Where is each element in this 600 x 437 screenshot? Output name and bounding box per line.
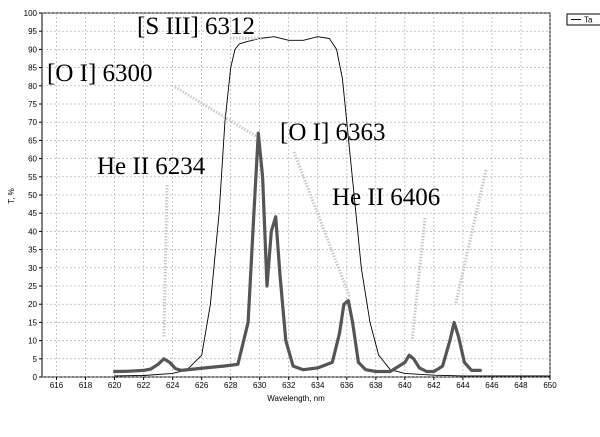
annotation-leader — [410, 217, 427, 341]
annotation-label: He II 6234 — [97, 153, 206, 180]
x-tick-label: 650 — [543, 381, 557, 390]
y-tick-label: 30 — [28, 264, 37, 273]
y-tick-label: 45 — [28, 209, 37, 218]
y-tick-label: 75 — [28, 100, 37, 109]
legend: Ta — [566, 13, 600, 26]
x-tick-label: 646 — [485, 381, 499, 390]
y-tick-label: 0 — [33, 373, 38, 382]
x-tick-label: 630 — [253, 381, 267, 390]
legend-label: Ta — [584, 16, 593, 25]
axes: 616 618 620 622 624 626 628 630 632 634 636 638 640 6… — [24, 9, 558, 390]
grid — [41, 12, 551, 378]
x-tick-label: 638 — [369, 381, 383, 390]
x-axis-label: Wavelength, nm — [267, 394, 325, 403]
y-tick-label: 15 — [28, 318, 37, 327]
x-tick-label: 628 — [224, 381, 238, 390]
annotation-label: He II 6406 — [332, 184, 440, 211]
y-tick-label: 85 — [28, 64, 37, 73]
x-tick-label: 632 — [282, 381, 296, 390]
y-tick-label: 60 — [28, 155, 37, 164]
x-tick-label: 634 — [311, 381, 325, 390]
annotation-label: [S III] 6312 — [137, 13, 255, 40]
y-tick-label: 80 — [28, 82, 37, 91]
x-tick-label: 624 — [166, 381, 180, 390]
y-tick-label: 100 — [24, 9, 38, 18]
y-tick-label: 95 — [28, 27, 37, 36]
annotation-leader — [454, 169, 488, 305]
x-tick-label: 616 — [50, 381, 64, 390]
y-tick-label: 20 — [28, 300, 37, 309]
y-tick-label: 50 — [28, 191, 37, 200]
annotation-leader — [162, 184, 169, 337]
x-tick-label: 636 — [340, 381, 354, 390]
transmission-line — [114, 36, 551, 377]
y-axis-label: T, % — [7, 188, 16, 204]
annotation-leader — [174, 85, 258, 139]
y-tick-label: 65 — [28, 136, 37, 145]
y-tick-label: 10 — [28, 337, 37, 346]
legend-box — [566, 13, 600, 26]
x-tick-label: 622 — [137, 381, 151, 390]
y-tick-label: 25 — [28, 282, 37, 291]
y-tick-label: 40 — [28, 227, 37, 236]
annotation-leader — [292, 151, 352, 298]
x-tick-label: 642 — [427, 381, 441, 390]
x-tick-label: 644 — [456, 381, 470, 390]
annotation-label: [O I] 6300 — [47, 60, 153, 87]
annotations: [S III] 6312 [O I] 6300 [O I] 6363 He II 62… — [47, 13, 488, 341]
annotation-label: [O I] 6363 — [280, 119, 386, 146]
spectrum-line — [113, 131, 482, 374]
x-tick-label: 648 — [514, 381, 528, 390]
x-tick-label: 620 — [108, 381, 122, 390]
x-tick-label: 626 — [195, 381, 209, 390]
x-tick-label: 640 — [398, 381, 412, 390]
y-tick-label: 55 — [28, 173, 37, 182]
y-tick-label: 70 — [28, 118, 37, 127]
y-tick-label: 5 — [33, 355, 38, 364]
y-tick-label: 90 — [28, 45, 37, 54]
x-tick-label: 618 — [79, 381, 93, 390]
y-tick-label: 35 — [28, 246, 37, 255]
series — [113, 36, 551, 377]
